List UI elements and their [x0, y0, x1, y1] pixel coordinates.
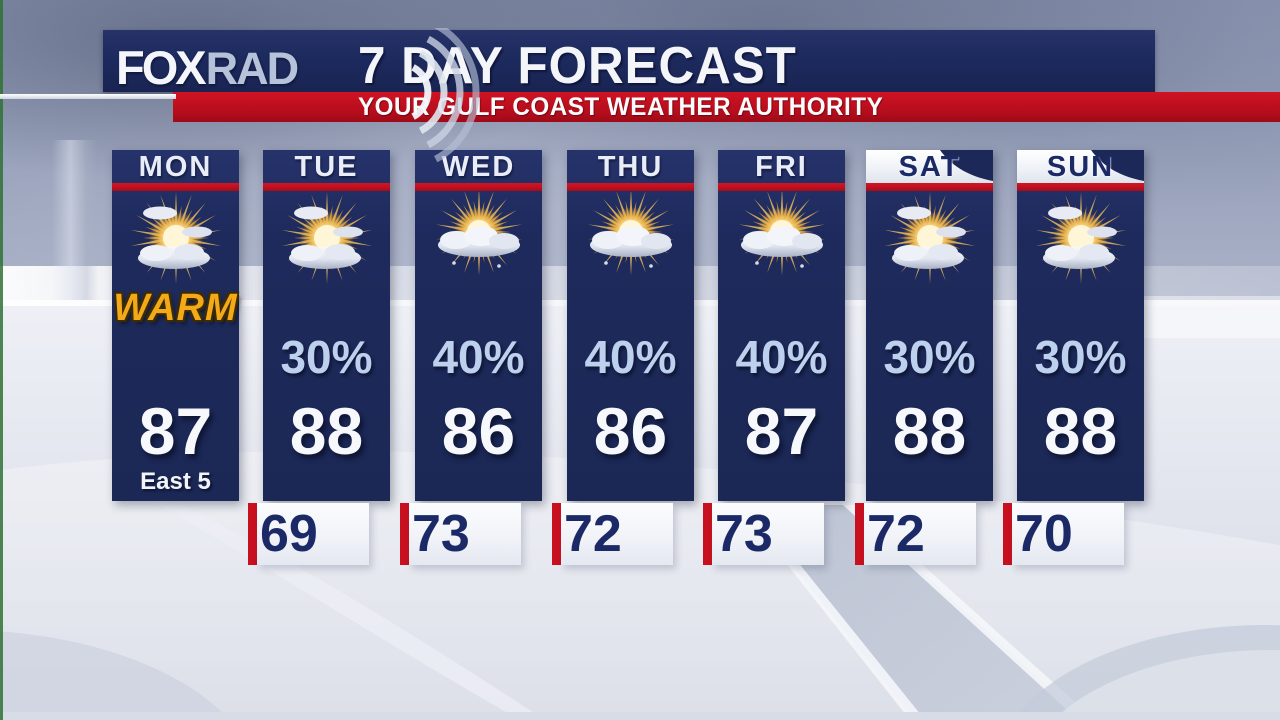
page-title: 7 DAY FORECAST — [358, 37, 797, 95]
high-temp: 87 — [744, 394, 819, 468]
low-temp-card: 72 — [864, 503, 976, 565]
corner-swoosh-shape — [940, 150, 993, 181]
low-temp-value: 70 — [1015, 505, 1073, 563]
high-temp: 87 — [138, 394, 213, 468]
high-temp: 86 — [441, 394, 516, 468]
condition-label: WARM — [113, 287, 238, 329]
low-temp-card: 72 — [561, 503, 673, 565]
logo-rad-text: RAD — [205, 43, 299, 94]
precip-chance: 30% — [883, 331, 976, 383]
low-temp-accent-bar — [552, 503, 561, 565]
day-label: SUN — [1017, 150, 1144, 183]
day-underline — [567, 183, 694, 191]
video-edge-artifact — [0, 0, 3, 720]
cloud-sun-icon — [724, 188, 839, 292]
day-column-tue: TUE 30% 88 — [263, 150, 390, 501]
day-name-text: SUN — [1046, 151, 1115, 183]
radar-arcs-icon — [411, 28, 480, 163]
low-temp-card: 69 — [257, 503, 369, 565]
precip-chance: 40% — [432, 331, 525, 383]
day-underline — [1017, 183, 1144, 191]
low-temp-accent-bar — [248, 503, 257, 565]
cloud-sun-icon — [421, 188, 536, 292]
low-temp-accent-bar — [1003, 503, 1012, 565]
day-name-text: MON — [138, 151, 213, 183]
low-temp-value: 72 — [564, 505, 622, 563]
day-name-text: FRI — [755, 151, 808, 183]
divider-line — [0, 94, 176, 99]
day-label: THU — [567, 150, 694, 183]
day-name-text: WED — [441, 151, 516, 183]
day-name-text: TUE — [294, 151, 359, 183]
day-name-text: SAT — [898, 151, 961, 183]
precip-chance: 30% — [1034, 331, 1127, 383]
high-temp: 88 — [892, 394, 967, 468]
day-name-text: THU — [597, 151, 664, 183]
low-temp-accent-bar — [855, 503, 864, 565]
low-temp-value: 72 — [867, 505, 925, 563]
low-temp-accent-bar — [400, 503, 409, 565]
low-temp-value: 73 — [412, 505, 470, 563]
day-column-thu: THU 40% 86 — [567, 150, 694, 501]
corner-swoosh-shape — [1091, 150, 1144, 181]
subtitle-bar — [173, 92, 1280, 122]
sun-clouds-icon — [872, 192, 987, 292]
day-column-sat: SAT 30% 88 — [866, 150, 993, 501]
day-column-sun: SUN 30% 88 — [1017, 150, 1144, 501]
day-label: TUE — [263, 150, 390, 183]
sun-clouds-icon — [1023, 192, 1138, 292]
high-temp: 88 — [289, 394, 364, 468]
low-temp-card: 70 — [1012, 503, 1124, 565]
day-label: SAT — [866, 150, 993, 183]
day-column-mon: MON WARM 87 East 5 — [112, 150, 239, 501]
day-underline — [263, 183, 390, 191]
low-temp-card: 73 — [409, 503, 521, 565]
low-temp-value: 73 — [715, 505, 773, 563]
day-underline — [415, 183, 542, 191]
day-column-wed: WED 40% 86 — [415, 150, 542, 501]
low-temp-card: 73 — [712, 503, 824, 565]
day-label: WED — [415, 150, 542, 183]
low-temp-value: 69 — [260, 505, 318, 563]
precip-chance: 40% — [584, 331, 677, 383]
sun-clouds-icon — [269, 192, 384, 292]
title-bar — [103, 30, 1155, 92]
logo-fox-text: FOX — [116, 41, 207, 94]
day-label: FRI — [718, 150, 845, 183]
sun-clouds-icon — [118, 192, 233, 292]
day-label: MON — [112, 150, 239, 183]
precip-chance: 30% — [280, 331, 373, 383]
cloud-sun-icon — [573, 188, 688, 292]
set-pillar — [52, 140, 98, 300]
day-underline — [718, 183, 845, 191]
day-underline — [866, 183, 993, 191]
day-column-fri: FRI 40% 87 — [718, 150, 845, 501]
day-underline — [112, 183, 239, 191]
low-temp-accent-bar — [703, 503, 712, 565]
high-temp: 86 — [593, 394, 668, 468]
high-temp: 88 — [1043, 394, 1118, 468]
precip-chance: 40% — [735, 331, 828, 383]
foxrad-logo: FOXRAD — [116, 28, 480, 163]
wind-note: East 5 — [140, 468, 211, 495]
